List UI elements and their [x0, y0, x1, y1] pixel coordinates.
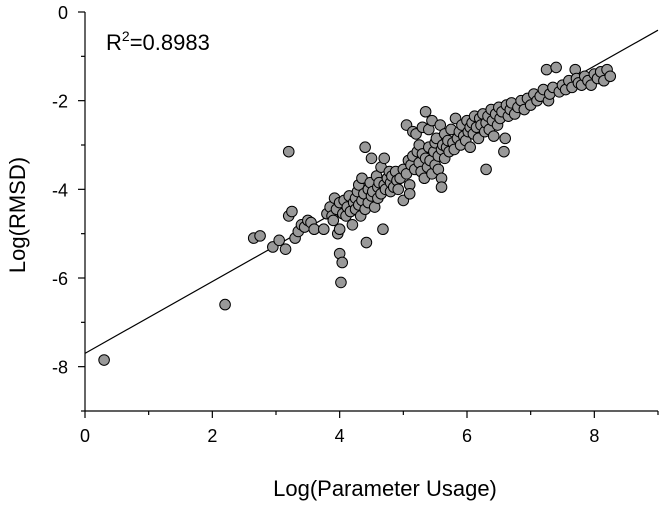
y-ticks: -8 -6 -4 -2 0	[52, 3, 85, 412]
data-point	[273, 234, 285, 247]
x-tick-label: 6	[462, 426, 472, 446]
data-point	[359, 141, 371, 154]
y-tick-label: -8	[52, 358, 68, 378]
data-point	[254, 230, 266, 242]
data-point	[403, 187, 416, 200]
x-tick-label: 2	[207, 426, 217, 446]
x-tick-label: 0	[80, 426, 90, 446]
y-tick-label: -6	[52, 269, 68, 289]
data-point	[335, 276, 347, 289]
data-point	[282, 145, 295, 158]
data-point	[336, 256, 349, 269]
data-point	[604, 70, 617, 83]
data-point	[333, 223, 346, 236]
y-axis-title: Log(RMSD)	[5, 157, 30, 273]
data-point	[317, 223, 330, 236]
data-point	[98, 354, 110, 366]
y-tick-label: -4	[52, 180, 68, 200]
data-point	[550, 61, 562, 74]
data-point	[487, 130, 500, 142]
x-ticks: 0 2 4 6 8	[80, 411, 659, 446]
data-point	[219, 298, 231, 311]
y-tick-label: -2	[52, 92, 68, 112]
plot-area: 0 2 4 6 8 -8 -6 -4 -2 0	[52, 3, 659, 446]
data-point	[419, 105, 432, 118]
data-point	[365, 152, 378, 165]
data-point	[480, 163, 492, 176]
data-points	[98, 61, 617, 366]
data-point	[435, 181, 448, 193]
data-point	[378, 152, 391, 165]
data-point	[540, 63, 553, 76]
data-point	[308, 223, 321, 236]
data-point	[464, 141, 476, 154]
data-point	[377, 223, 389, 236]
data-point	[360, 236, 373, 249]
data-point	[346, 219, 359, 231]
x-tick-label: 4	[335, 426, 345, 446]
data-point	[392, 183, 405, 196]
data-point	[327, 214, 340, 227]
y-tick-label: 0	[58, 3, 68, 23]
x-axis-title: Log(Parameter Usage)	[273, 476, 497, 501]
data-point	[499, 132, 512, 145]
data-point	[279, 243, 292, 255]
data-point	[498, 145, 510, 158]
r-squared-annotation: R2=0.8983	[106, 28, 210, 55]
data-point	[286, 205, 298, 218]
x-tick-label: 8	[589, 426, 599, 446]
